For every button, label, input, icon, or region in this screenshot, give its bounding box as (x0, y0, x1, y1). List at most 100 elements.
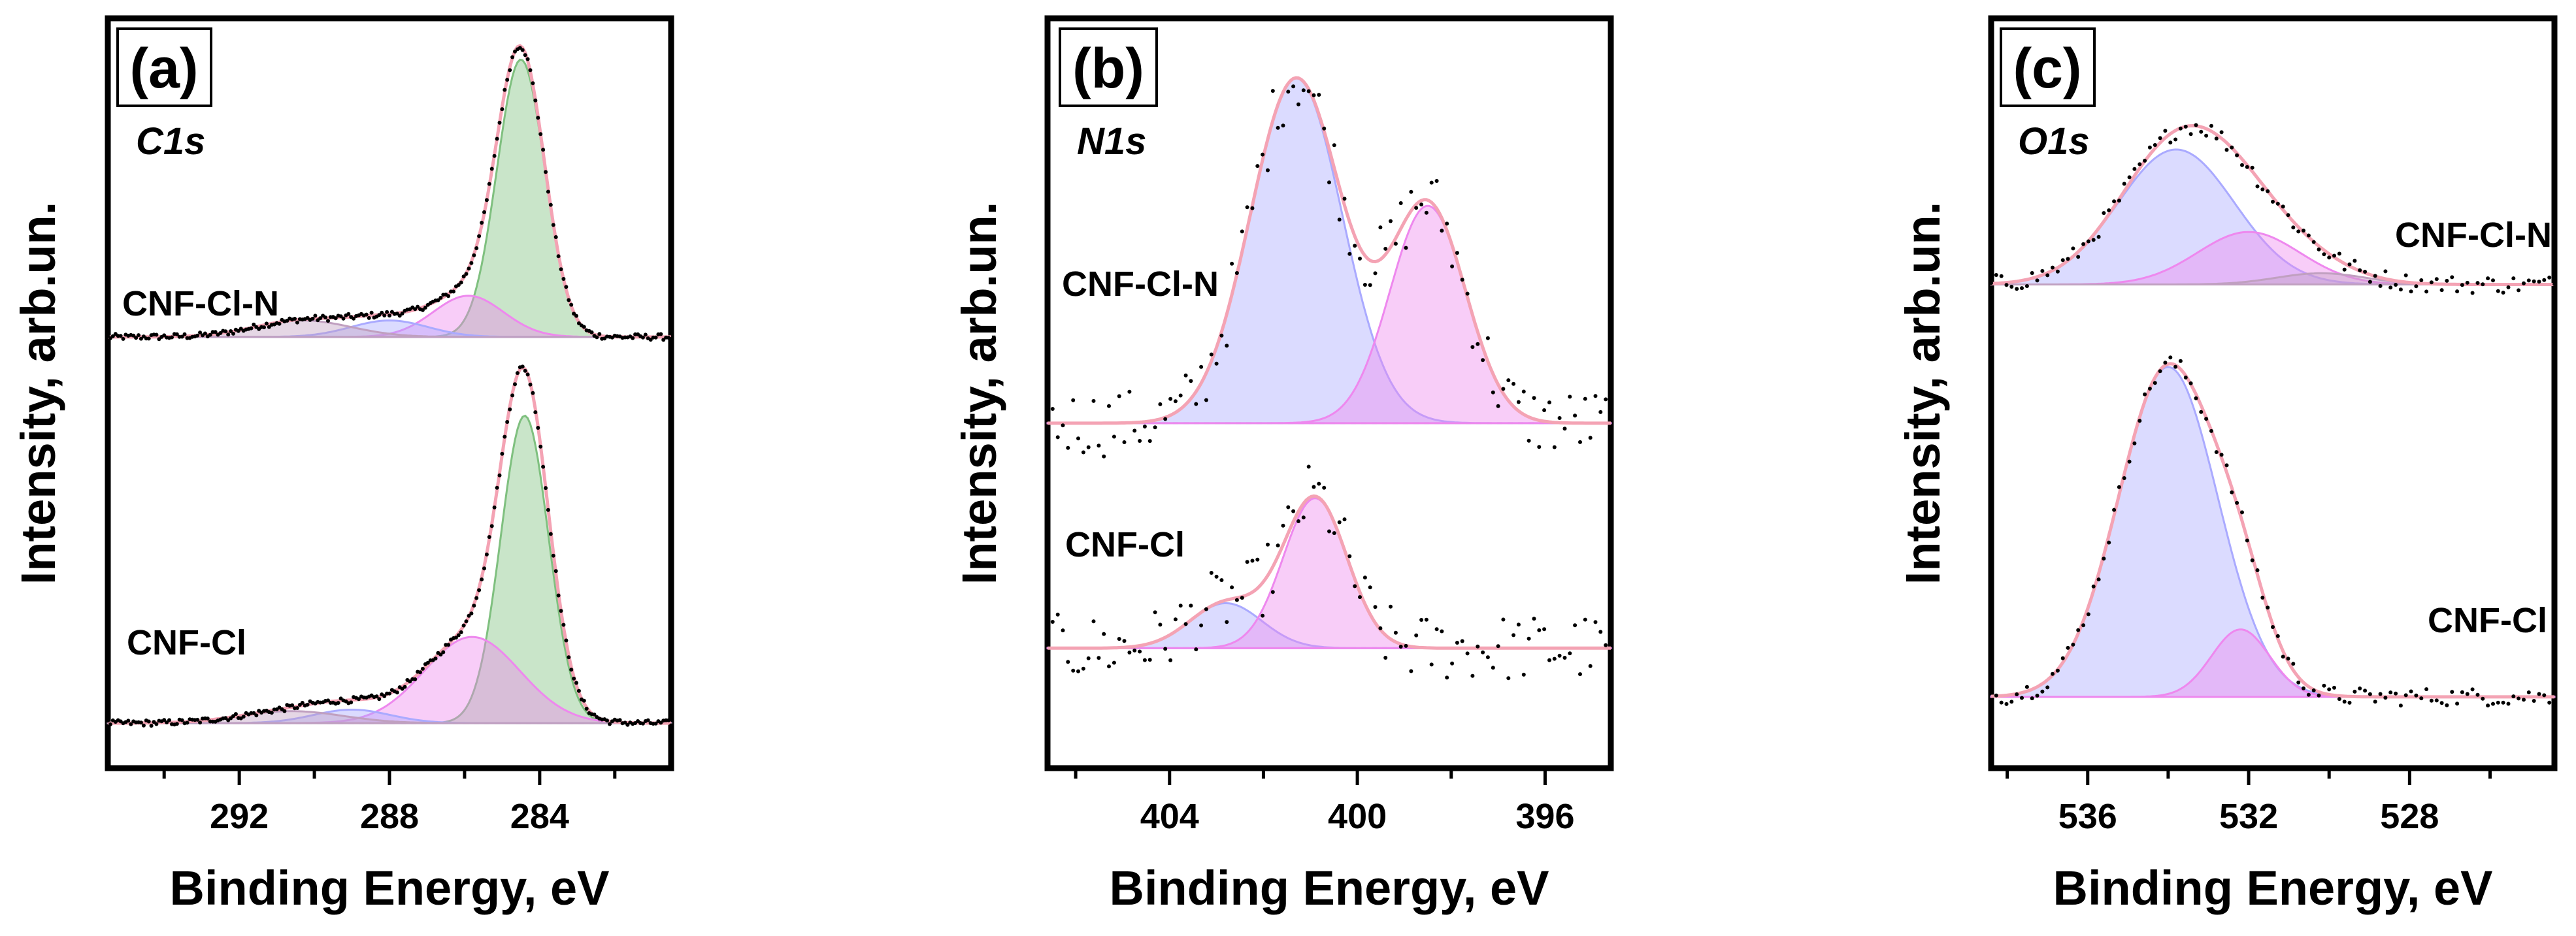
data-point (2235, 500, 2239, 505)
data-point (2332, 685, 2336, 690)
data-point (1332, 531, 1336, 536)
data-point (2260, 596, 2265, 600)
data-point (395, 690, 399, 695)
data-point (2306, 233, 2311, 238)
data-point (1332, 143, 1336, 148)
data-point (2373, 700, 2377, 704)
plot-area-n1s (1046, 76, 1613, 683)
data-point (646, 718, 650, 722)
data-point (233, 712, 238, 717)
data-point (1261, 613, 1265, 618)
data-point (1527, 438, 1531, 443)
data-point (339, 314, 343, 319)
fit-envelope (1048, 76, 1611, 425)
data-point (569, 302, 574, 307)
panel-c: 528 532 536 (c) O1s CNF-Cl-N CNF-Cl Bindin… (1896, 15, 2558, 915)
x-axis-ticks: 528 532 536 (2006, 768, 2492, 836)
data-point (480, 221, 484, 225)
series-label-cnf-cl-n: CNF-Cl-N (2395, 216, 2552, 255)
data-point (1086, 656, 1091, 660)
data-point (2409, 289, 2413, 294)
data-point (2060, 656, 2065, 660)
data-point (480, 577, 484, 582)
data-point (2373, 274, 2377, 278)
data-point (1091, 398, 1096, 403)
data-point (1419, 618, 1424, 622)
data-point (2230, 490, 2234, 494)
data-point (1578, 672, 1582, 677)
data-point (495, 137, 499, 141)
data-point (1153, 425, 1157, 430)
data-point (1593, 620, 1598, 624)
data-point (1389, 219, 1393, 223)
data-point (2250, 558, 2254, 562)
data-point (1604, 397, 1608, 402)
data-point (1568, 651, 1572, 656)
data-point (2235, 153, 2239, 157)
data-point (1527, 636, 1531, 641)
data-point (2045, 685, 2050, 690)
data-point (1532, 396, 1536, 400)
tick-label: 284 (510, 797, 569, 836)
data-point (1091, 619, 1096, 624)
data-point (1588, 664, 1593, 668)
data-point (640, 335, 645, 340)
data-point (290, 703, 295, 707)
data-point (2035, 694, 2039, 698)
data-point (1148, 439, 1152, 444)
data-point (418, 670, 422, 675)
data-point (446, 294, 451, 299)
data-point (667, 718, 671, 722)
data-point (208, 332, 212, 337)
data-point (1383, 656, 1388, 660)
data-point (1194, 647, 1198, 652)
data-point (1353, 244, 1357, 248)
data-point (262, 325, 266, 330)
data-point (198, 331, 203, 335)
data-point (2491, 702, 2495, 706)
data-point (174, 332, 179, 336)
data-point (2434, 277, 2439, 282)
data-point (1481, 358, 1485, 363)
data-point (2127, 459, 2132, 464)
data-point (408, 679, 412, 684)
plot-area-c1s (106, 44, 673, 728)
data-point (1440, 629, 1444, 634)
data-point (1291, 84, 1296, 89)
data-point (2086, 612, 2090, 617)
data-point (1219, 578, 1224, 583)
data-point (1209, 352, 1214, 357)
data-point (513, 382, 517, 387)
data-point (2486, 703, 2490, 708)
data-point (1368, 585, 1372, 590)
data-point (436, 298, 440, 302)
data-point (2306, 692, 2311, 697)
plot-frame (1044, 15, 1614, 771)
data-point (1219, 333, 1224, 338)
data-point (349, 700, 354, 705)
data-point (2291, 225, 2296, 230)
data-point (1122, 440, 1127, 444)
data-point (2506, 285, 2511, 289)
data-point (2153, 143, 2157, 147)
data-point (640, 721, 645, 726)
data-point (2051, 671, 2055, 676)
data-point (1496, 404, 1500, 408)
data-point (618, 718, 622, 722)
data-point (2532, 279, 2536, 283)
data-point (1501, 387, 1506, 391)
data-point (2040, 268, 2045, 273)
data-point (310, 316, 315, 321)
data-point (2163, 361, 2168, 365)
data-point (492, 153, 497, 158)
data-point (382, 694, 387, 698)
data-point (400, 312, 405, 315)
data-point (357, 697, 361, 702)
data-point (2138, 419, 2142, 423)
data-point (1055, 435, 1060, 440)
data-point (2286, 656, 2290, 661)
data-point (1076, 669, 1080, 673)
tick-label: 292 (210, 797, 269, 836)
data-point (653, 721, 658, 726)
data-point (531, 391, 535, 395)
